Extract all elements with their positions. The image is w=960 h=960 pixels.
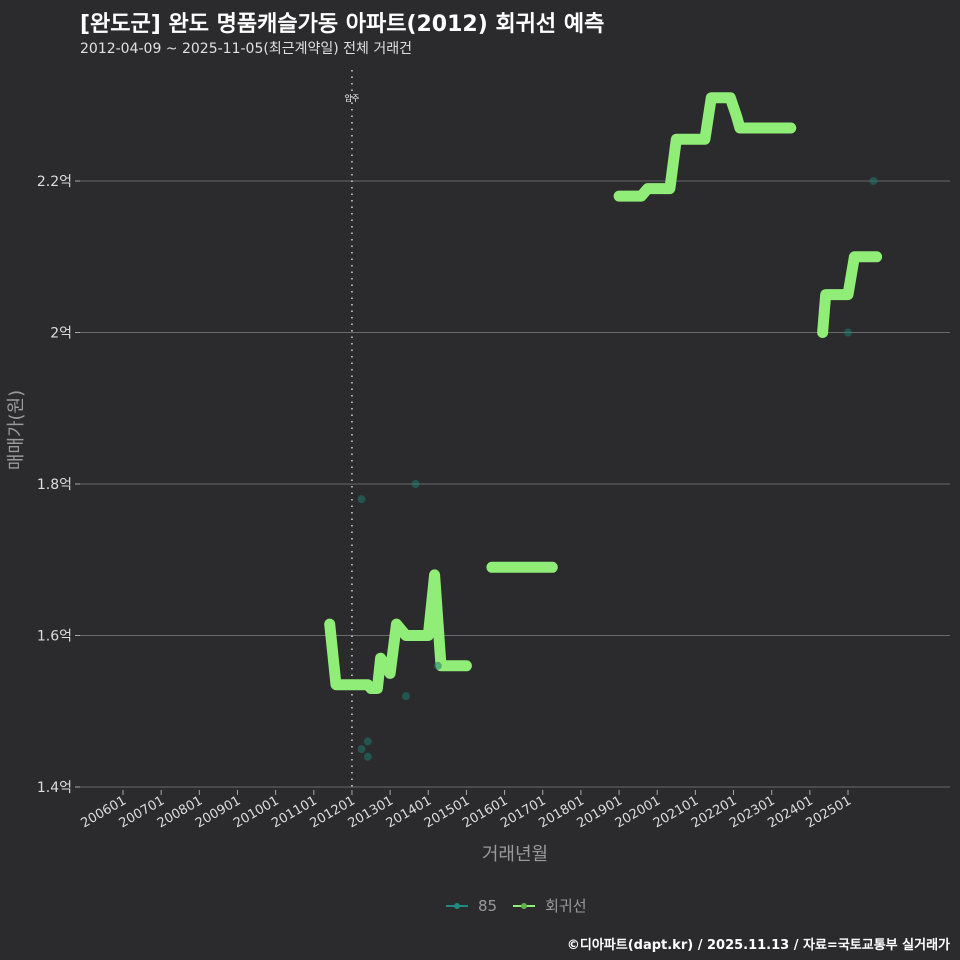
data-point[interactable] — [402, 692, 411, 701]
chart-subtitle: 2012-04-09 ~ 2025-11-05(최근계약일) 전체 거래건 — [80, 41, 412, 57]
data-point[interactable] — [363, 752, 372, 761]
legend-item-regression[interactable]: 회귀선 — [513, 895, 587, 916]
y-axis-title: 매매가(원) — [6, 390, 27, 470]
x-axis-title: 거래년월 — [482, 844, 548, 865]
regression-line — [817, 251, 883, 338]
y-tick-label: 2.2억 — [37, 174, 72, 190]
data-point[interactable] — [433, 661, 442, 670]
chart-title: [완도군] 완도 명품캐슬가동 아파트(2012) 회귀선 예측 — [80, 12, 605, 37]
y-tick-label: 1.6억 — [37, 629, 72, 645]
legend-key-85-icon — [446, 900, 468, 912]
y-tick-label: 2억 — [50, 326, 72, 342]
footer-credit: ©디아파트(dapt.kr) / 2025.11.13 / 자료=국토교통부 실… — [566, 938, 950, 953]
legend-key-regression-icon — [513, 900, 536, 912]
regression-line — [613, 92, 797, 202]
data-point[interactable] — [844, 328, 852, 337]
y-tick-label: 1.8억 — [37, 477, 72, 493]
y-tick-label: 1.4억 — [37, 780, 72, 796]
legend-label-85: 85 — [478, 896, 498, 915]
data-point[interactable] — [411, 480, 420, 488]
legend: 85 회귀선 — [446, 895, 595, 916]
move-in-label: 입주 — [345, 94, 360, 103]
legend-item-85[interactable]: 85 — [446, 897, 497, 915]
data-point[interactable] — [357, 745, 366, 754]
data-point[interactable] — [869, 177, 878, 185]
data-point[interactable] — [363, 737, 372, 746]
legend-label-regression: 회귀선 — [545, 897, 587, 915]
regression-line — [324, 569, 472, 694]
data-point[interactable] — [357, 495, 366, 504]
